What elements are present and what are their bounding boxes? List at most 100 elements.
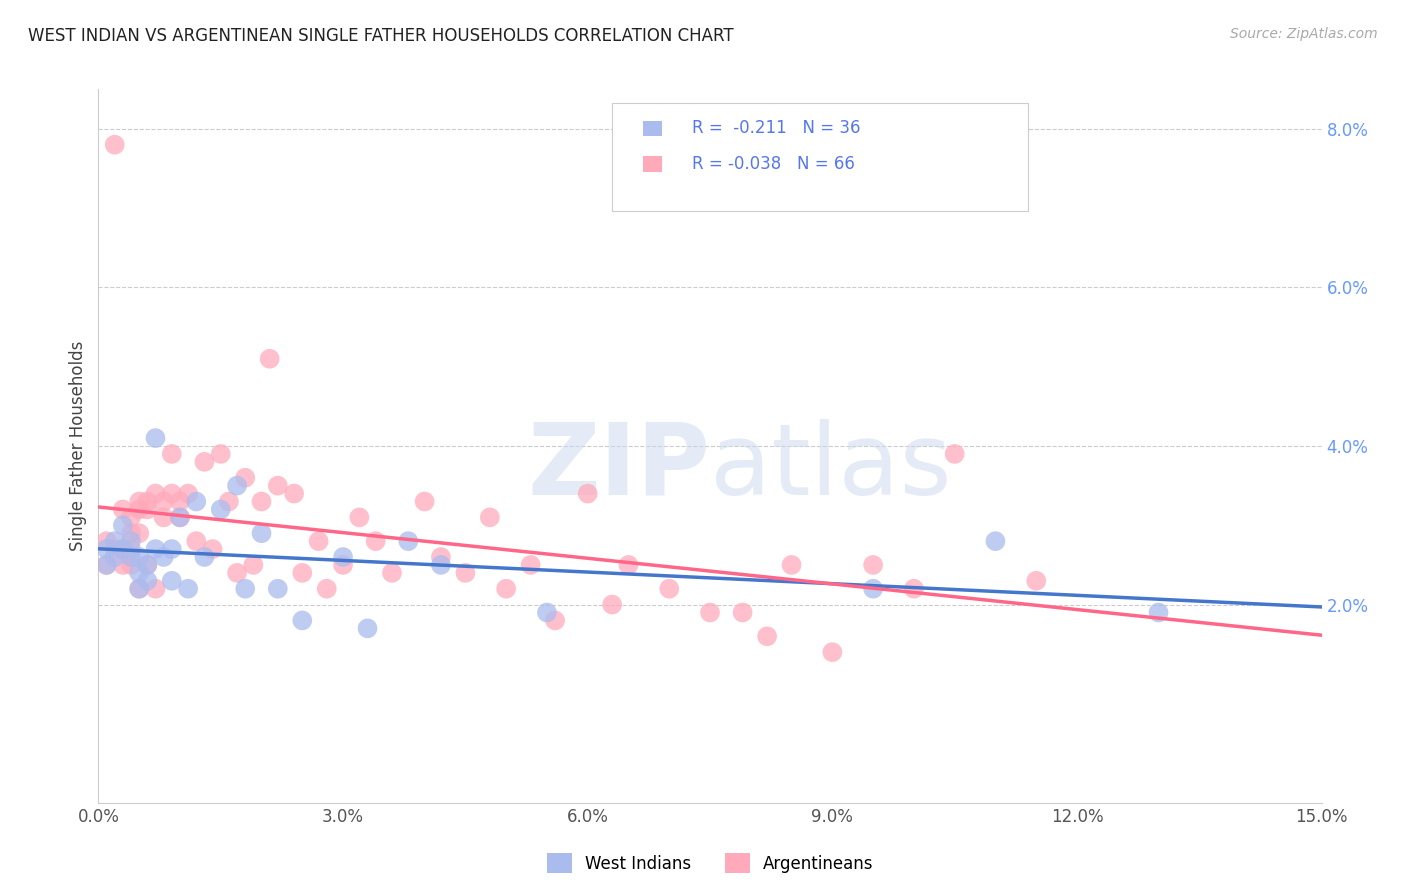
Point bbox=[111, 542, 134, 557]
Point bbox=[332, 549, 354, 564]
Point bbox=[259, 351, 281, 366]
Point bbox=[104, 137, 127, 152]
Point bbox=[145, 431, 167, 445]
Point bbox=[169, 494, 191, 508]
Point bbox=[104, 549, 127, 564]
Point bbox=[186, 534, 208, 549]
Point bbox=[145, 582, 167, 596]
Point bbox=[104, 542, 127, 557]
Point bbox=[699, 606, 721, 620]
Point bbox=[120, 534, 142, 549]
Point bbox=[145, 542, 167, 557]
Text: ZIP: ZIP bbox=[527, 419, 710, 516]
Point bbox=[780, 558, 803, 572]
Point bbox=[120, 510, 142, 524]
Point bbox=[364, 534, 387, 549]
Point bbox=[96, 542, 118, 557]
Point bbox=[495, 582, 517, 596]
Point bbox=[111, 518, 134, 533]
Point bbox=[356, 621, 378, 635]
Text: WEST INDIAN VS ARGENTINEAN SINGLE FATHER HOUSEHOLDS CORRELATION CHART: WEST INDIAN VS ARGENTINEAN SINGLE FATHER… bbox=[28, 27, 734, 45]
Point bbox=[233, 471, 256, 485]
Point bbox=[128, 502, 150, 516]
Point bbox=[209, 447, 232, 461]
Point bbox=[145, 486, 167, 500]
Point bbox=[160, 486, 183, 500]
Point bbox=[430, 558, 453, 572]
Point bbox=[291, 614, 314, 628]
Point bbox=[291, 566, 314, 580]
Point bbox=[169, 510, 191, 524]
Point bbox=[283, 486, 305, 500]
Point bbox=[128, 582, 150, 596]
Point bbox=[136, 558, 159, 572]
Point bbox=[396, 534, 419, 549]
Point bbox=[201, 542, 224, 557]
Point bbox=[226, 478, 249, 492]
Point bbox=[128, 494, 150, 508]
Point bbox=[120, 526, 142, 541]
Point bbox=[120, 549, 142, 564]
Point bbox=[152, 549, 174, 564]
Point bbox=[308, 534, 330, 549]
Point bbox=[120, 542, 142, 557]
Point bbox=[658, 582, 681, 596]
Point bbox=[413, 494, 436, 508]
Point bbox=[821, 645, 844, 659]
Point bbox=[160, 574, 183, 588]
Point bbox=[128, 566, 150, 580]
Text: R =  -0.211   N = 36: R = -0.211 N = 36 bbox=[692, 120, 860, 137]
Point bbox=[600, 598, 623, 612]
Point bbox=[96, 534, 118, 549]
Point bbox=[1025, 574, 1047, 588]
Point bbox=[267, 478, 290, 492]
Point bbox=[519, 558, 541, 572]
Point bbox=[177, 486, 200, 500]
Point bbox=[136, 494, 159, 508]
Point bbox=[862, 558, 884, 572]
Y-axis label: Single Father Households: Single Father Households bbox=[69, 341, 87, 551]
Point bbox=[984, 534, 1007, 549]
Point bbox=[160, 542, 183, 557]
Point bbox=[152, 494, 174, 508]
Legend: West Indians, Argentineans: West Indians, Argentineans bbox=[540, 847, 880, 880]
Point bbox=[536, 606, 558, 620]
Point bbox=[104, 534, 127, 549]
Point bbox=[136, 574, 159, 588]
Point bbox=[177, 582, 200, 596]
Point bbox=[120, 558, 142, 572]
Point bbox=[233, 582, 256, 596]
Point bbox=[381, 566, 404, 580]
FancyBboxPatch shape bbox=[643, 120, 662, 136]
Point bbox=[96, 558, 118, 572]
Point bbox=[756, 629, 779, 643]
Point bbox=[193, 455, 215, 469]
Point bbox=[209, 502, 232, 516]
Point bbox=[136, 502, 159, 516]
Point bbox=[111, 558, 134, 572]
Point bbox=[193, 549, 215, 564]
Point bbox=[186, 494, 208, 508]
Point bbox=[1147, 606, 1170, 620]
Point bbox=[617, 558, 640, 572]
Point bbox=[544, 614, 567, 628]
Point bbox=[576, 486, 599, 500]
Point bbox=[160, 447, 183, 461]
Point bbox=[478, 510, 501, 524]
Point bbox=[903, 582, 925, 596]
Text: Source: ZipAtlas.com: Source: ZipAtlas.com bbox=[1230, 27, 1378, 41]
Point bbox=[136, 558, 159, 572]
Point bbox=[943, 447, 966, 461]
Point bbox=[111, 502, 134, 516]
Point bbox=[111, 542, 134, 557]
Point bbox=[226, 566, 249, 580]
Point bbox=[267, 582, 290, 596]
Point bbox=[731, 606, 754, 620]
Point bbox=[332, 558, 354, 572]
Point bbox=[250, 494, 273, 508]
Point bbox=[128, 549, 150, 564]
Point bbox=[242, 558, 264, 572]
Point bbox=[128, 526, 150, 541]
Point bbox=[250, 526, 273, 541]
Point bbox=[454, 566, 477, 580]
